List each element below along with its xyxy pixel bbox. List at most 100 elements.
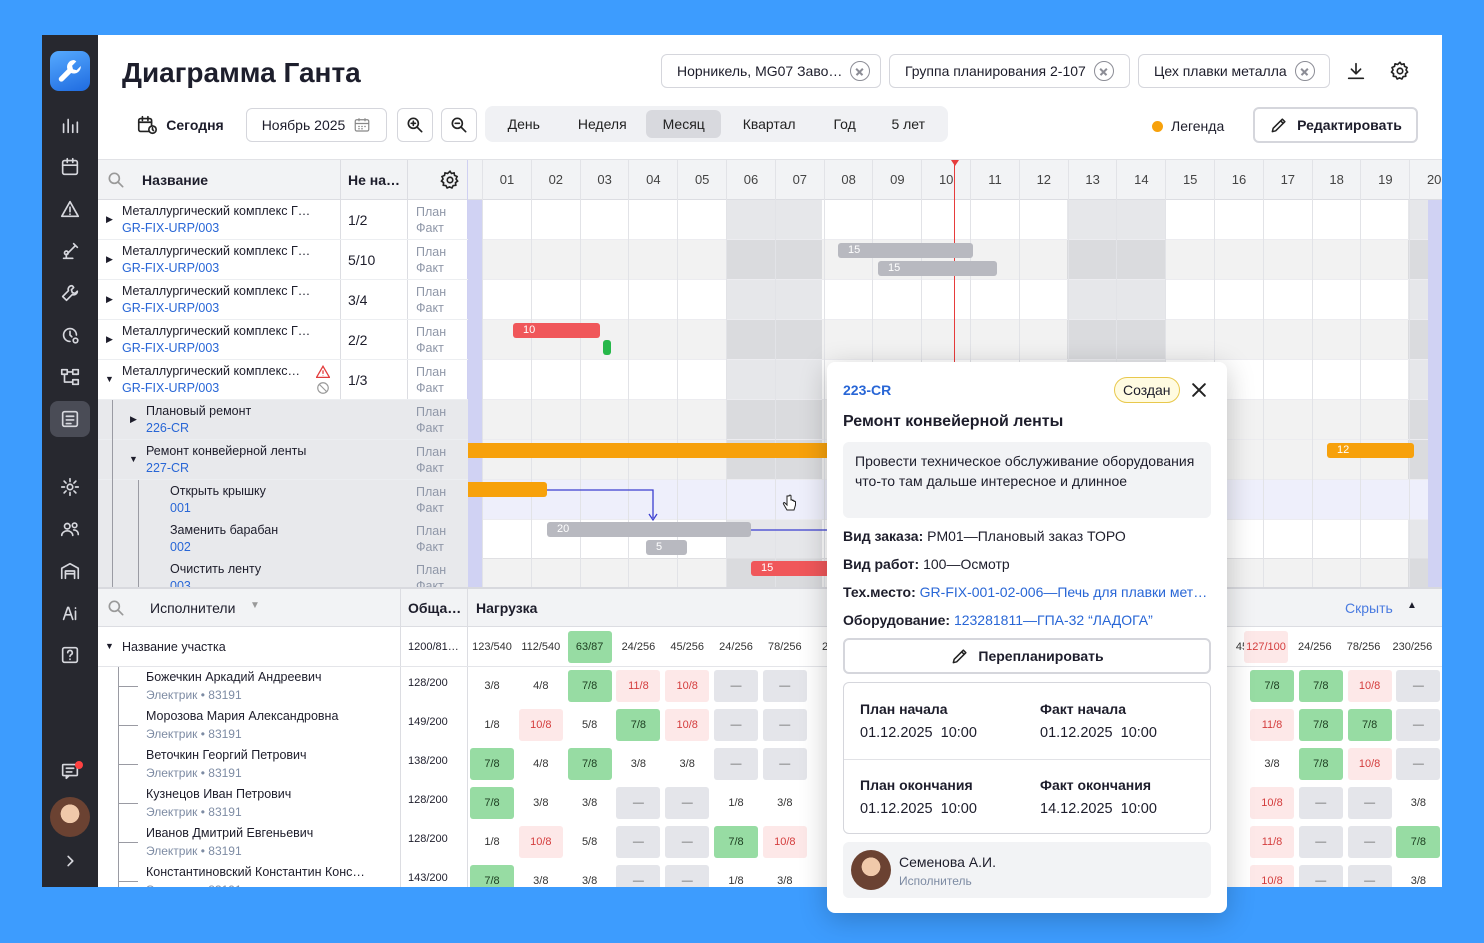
load-cell[interactable]: 45/256 <box>670 641 705 653</box>
tree-row[interactable]: ▶ Металлургический комплекс Г… GR-FIX-UR… <box>98 320 468 360</box>
gantt-bar[interactable]: 10 <box>513 323 600 338</box>
column-ratio-header[interactable]: Не на… <box>348 172 401 188</box>
tree-row[interactable]: ▶ Металлургический комплекс Г… GR-FIX-UR… <box>98 280 468 320</box>
load-cell[interactable]: 7/8 <box>714 826 758 858</box>
legend-button[interactable]: Легенда <box>1152 118 1224 134</box>
load-cell[interactable]: 7/8 <box>1347 709 1392 741</box>
scale-5-years[interactable]: 5 лет <box>891 116 926 132</box>
assignee-row[interactable]: Константиновский Константин Конс… Электри… <box>98 862 448 887</box>
load-cell[interactable]: — <box>1396 670 1441 702</box>
load-cell[interactable]: 5/8 <box>581 836 598 848</box>
robot-arm-icon[interactable] <box>50 233 90 269</box>
zoom-out-button[interactable] <box>441 108 477 142</box>
gantt-bar-task[interactable] <box>468 482 547 497</box>
remove-icon[interactable] <box>850 61 871 81</box>
load-cell[interactable]: 3/8 <box>1264 758 1280 770</box>
tree-row[interactable]: ▶ Металлургический комплекс Г… GR-FIX-UR… <box>98 240 468 280</box>
load-cell[interactable]: — <box>1396 709 1441 741</box>
load-cell[interactable]: 3/8 <box>581 875 598 887</box>
load-cell[interactable]: 7/8 <box>1298 670 1343 702</box>
row-code[interactable]: GR-FIX-URP/003 <box>122 301 220 315</box>
load-cell[interactable]: — <box>714 748 758 780</box>
load-cell[interactable]: 1/8 <box>484 719 500 731</box>
gantt-bar[interactable]: 15 <box>838 243 973 258</box>
row-code[interactable]: GR-FIX-URP/003 <box>122 261 220 275</box>
remove-icon[interactable] <box>1093 61 1114 81</box>
load-cell[interactable]: 24/256 <box>1297 641 1332 653</box>
row-code[interactable]: GR-FIX-URP/003 <box>122 381 220 395</box>
assignee-row[interactable]: Кузнецов Иван Петрович Электрик • 83191 12… <box>98 784 448 823</box>
load-cell[interactable]: — <box>714 709 758 741</box>
scale-quarter[interactable]: Квартал <box>742 116 796 132</box>
gantt-bar-summary[interactable] <box>468 443 838 458</box>
load-cell[interactable]: 11/8 <box>1250 826 1294 858</box>
gantt-bar[interactable]: 12 <box>1327 443 1414 458</box>
scale-week[interactable]: Неделя <box>577 116 627 132</box>
expand-icon[interactable]: ▶ <box>130 414 137 424</box>
load-cell[interactable]: 10/8 <box>518 709 563 741</box>
gantt-bar[interactable]: 15 <box>878 261 997 276</box>
load-cell[interactable]: 7/8 <box>567 748 612 780</box>
scale-day[interactable]: День <box>507 116 540 132</box>
load-cell[interactable]: 3/8 <box>1410 875 1427 887</box>
assignees-filter[interactable]: Исполнители <box>150 600 236 616</box>
row-code[interactable]: 227-CR <box>146 461 190 475</box>
filter-chip-workshop[interactable]: Цех плавки металла <box>1138 54 1330 88</box>
load-cell[interactable]: 11/8 <box>1250 709 1294 741</box>
load-cell[interactable]: 10/8 <box>518 826 563 858</box>
load-cell[interactable]: 10/8 <box>665 670 710 702</box>
hide-button[interactable]: Скрыть <box>1345 600 1393 616</box>
tree-row[interactable]: Очистить ленту 003 План Факт <box>98 558 468 587</box>
calendar-icon[interactable] <box>50 149 90 185</box>
load-cell[interactable]: 3/8 <box>777 797 793 809</box>
gantt-bar[interactable]: 20 <box>547 522 751 537</box>
load-cell[interactable]: 24/256 <box>719 641 753 653</box>
load-cell[interactable]: 1/8 <box>728 875 744 887</box>
collapse-icon[interactable]: ▼ <box>105 374 114 384</box>
load-cell[interactable]: — <box>665 787 710 819</box>
scale-month[interactable]: Месяц <box>645 110 722 138</box>
collapse-icon[interactable]: ▼ <box>129 454 138 464</box>
structure-icon[interactable] <box>50 359 90 395</box>
assignee-row[interactable]: Морозова Мария Александровна Электрик • 8… <box>98 706 448 745</box>
load-cell[interactable]: 7/8 <box>567 670 612 702</box>
today-button[interactable]: Сегодня <box>128 108 232 142</box>
load-cell[interactable]: 10/8 <box>1250 787 1294 819</box>
assignee-card[interactable]: Семенова А.И. Исполнитель <box>843 842 1211 898</box>
load-cell[interactable]: 5/8 <box>581 719 598 731</box>
download-icon[interactable] <box>1344 59 1368 83</box>
load-cell[interactable]: 78/256 <box>1346 641 1381 653</box>
app-logo[interactable] <box>50 51 90 91</box>
row-code[interactable]: 001 <box>170 501 191 515</box>
row-code[interactable]: 002 <box>170 540 191 554</box>
load-cell[interactable]: 3/8 <box>533 875 549 887</box>
load-cell[interactable]: — <box>762 670 807 702</box>
load-cell[interactable]: 10/8 <box>762 826 807 858</box>
load-cell[interactable]: 3/8 <box>1410 797 1427 809</box>
load-cell[interactable]: 3/8 <box>581 797 598 809</box>
load-cell[interactable]: 10/8 <box>1347 670 1392 702</box>
load-cell[interactable]: 11/8 <box>616 670 661 702</box>
search-icon[interactable] <box>106 170 126 190</box>
load-cell[interactable]: 78/256 <box>767 641 802 653</box>
settings-clock-icon[interactable] <box>50 317 90 353</box>
users-icon[interactable] <box>50 511 90 547</box>
tree-row[interactable]: ▼ Ремонт конвейерной ленты 227-CR План Фа… <box>98 440 468 480</box>
column-name-header[interactable]: Название <box>142 172 209 188</box>
assignee-row[interactable]: Веточкин Георгий Петрович Электрик • 8319… <box>98 745 448 784</box>
load-cell[interactable]: — <box>1347 865 1392 887</box>
load-cell[interactable]: 7/8 <box>470 865 514 887</box>
tree-row[interactable]: ▼ Металлургический комплекс… GR-FIX-URP/… <box>98 360 468 400</box>
load-cell[interactable]: 3/8 <box>777 875 793 887</box>
load-cell[interactable]: — <box>1298 865 1343 887</box>
load-cell[interactable]: — <box>762 748 807 780</box>
chevron-up-icon[interactable]: ▲ <box>1407 600 1417 611</box>
search-icon[interactable] <box>106 598 126 618</box>
assignee-row[interactable]: Иванов Дмитрий Евгеньевич Электрик • 8319… <box>98 823 448 862</box>
load-cell[interactable]: 63/87 <box>567 631 612 663</box>
chevron-right-icon[interactable] <box>50 843 90 879</box>
load-cell[interactable]: — <box>1347 787 1392 819</box>
gantt-icon[interactable] <box>50 401 90 437</box>
help-icon[interactable] <box>50 637 90 673</box>
row-code[interactable]: 226-CR <box>146 421 190 435</box>
